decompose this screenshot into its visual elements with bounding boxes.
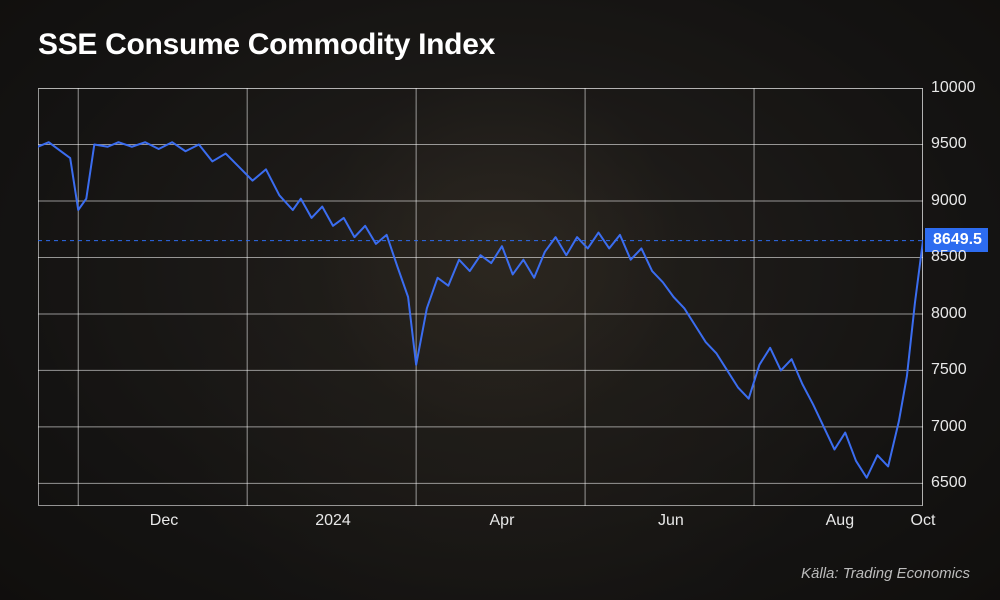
y-tick-label: 9500	[931, 135, 991, 153]
x-tick-label: Dec	[150, 512, 178, 530]
y-tick-label: 8500	[931, 248, 991, 266]
y-tick-label: 7000	[931, 418, 991, 436]
x-tick-label: Jun	[658, 512, 684, 530]
y-tick-label: 6500	[931, 474, 991, 492]
x-tick-label: 2024	[315, 512, 351, 530]
y-axis-labels: 650070007500800085009000950010000	[931, 88, 991, 506]
x-axis-labels: Dec2024AprJunAugOct	[38, 512, 923, 542]
x-tick-label: Aug	[826, 512, 854, 530]
y-tick-label: 10000	[931, 79, 991, 97]
y-tick-label: 9000	[931, 192, 991, 210]
y-tick-label: 7500	[931, 361, 991, 379]
line-chart-svg	[38, 88, 923, 506]
source-credit: Källa: Trading Economics	[801, 565, 970, 582]
chart-title: SSE Consume Commodity Index	[38, 28, 495, 62]
x-tick-label: Oct	[911, 512, 936, 530]
x-tick-label: Apr	[490, 512, 515, 530]
chart-area: 8649.5	[38, 88, 923, 506]
y-tick-label: 8000	[931, 305, 991, 323]
